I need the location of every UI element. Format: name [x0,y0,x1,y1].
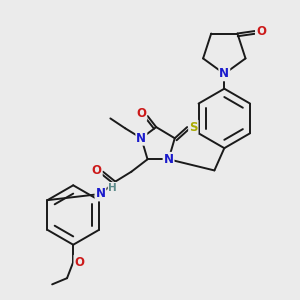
Text: S: S [189,121,198,134]
Text: H: H [109,183,117,193]
Text: N: N [95,188,106,200]
Text: O: O [136,107,146,120]
Text: N: N [219,67,229,80]
Text: O: O [92,164,102,177]
Text: N: N [164,153,174,166]
Text: N: N [136,132,146,145]
Text: O: O [74,256,84,268]
Text: O: O [256,25,266,38]
